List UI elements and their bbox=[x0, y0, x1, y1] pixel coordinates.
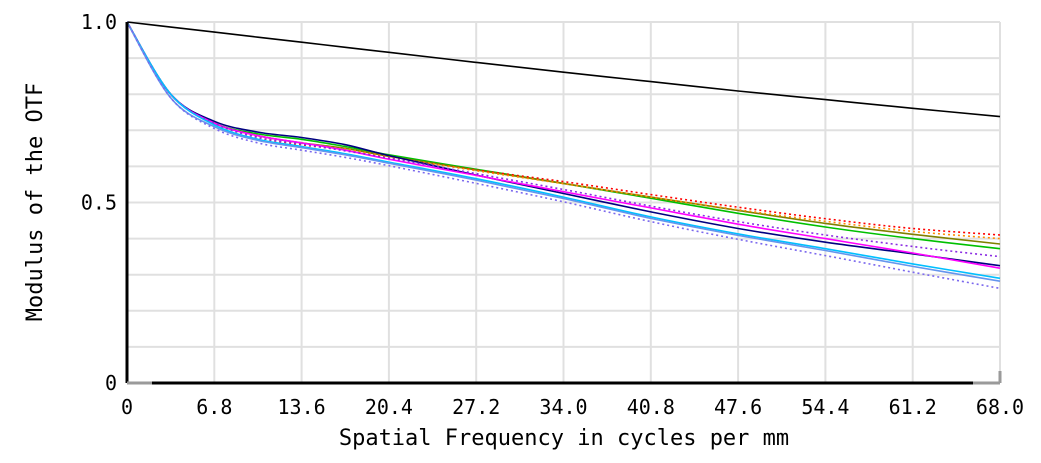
series-line-10 bbox=[126, 21, 1001, 282]
x-tick-label: 54.4 bbox=[801, 395, 849, 419]
y-tick-label: 0.5 bbox=[81, 191, 117, 215]
x-tick-labels: 0 6.8 13.6 20.4 27.2 34.0 40.8 47.6 54.4 61.2 68.0 bbox=[121, 395, 1024, 419]
series-line-1 bbox=[126, 21, 1001, 118]
grid-lines bbox=[127, 21, 1001, 383]
x-tick-label: 6.8 bbox=[196, 395, 232, 419]
series-line-8 bbox=[126, 21, 1001, 258]
x-tick-label: 68.0 bbox=[976, 395, 1024, 419]
y-tick-label: 0 bbox=[105, 371, 117, 395]
x-tick-label: 47.6 bbox=[714, 395, 762, 419]
x-axis-title: Spatial Frequency in cycles per mm bbox=[339, 426, 789, 451]
axes bbox=[125, 22, 1002, 385]
series-layer bbox=[126, 21, 1001, 290]
x-tick-label: 20.4 bbox=[365, 395, 413, 419]
series-line-11 bbox=[126, 21, 1001, 290]
x-tick-label: 0 bbox=[121, 395, 133, 419]
series-line-9 bbox=[126, 21, 1001, 280]
y-axis-title: Modulus of the OTF bbox=[23, 83, 48, 321]
x-tick-label: 34.0 bbox=[539, 395, 587, 419]
x-tick-label: 61.2 bbox=[889, 395, 937, 419]
y-tick-labels: 0 0.5 1.0 bbox=[81, 10, 117, 395]
x-tick-label: 40.8 bbox=[627, 395, 675, 419]
y-tick-label: 1.0 bbox=[81, 10, 117, 34]
x-tick-label: 27.2 bbox=[452, 395, 500, 419]
x-tick-label: 13.6 bbox=[278, 395, 326, 419]
